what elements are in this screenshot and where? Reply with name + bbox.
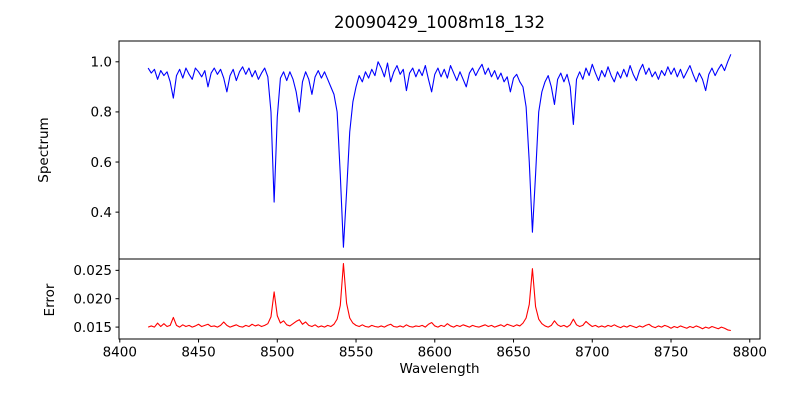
spectrum-line (147, 54, 732, 248)
error-line (147, 262, 731, 332)
chart-title: 20090429_1008m18_132 (333, 13, 546, 32)
spectrum-y-tick-label: 0.8 (91, 105, 112, 121)
spectrum-y-tick-label: 0.4 (91, 205, 112, 221)
error-panel: 0.015 0.020 0.025 (73, 258, 761, 340)
error-y-tick-label: 0.015 (73, 320, 112, 336)
x-axis-ticks: 8400 8450 8500 8550 8600 8650 8700 8750 8800 (103, 339, 767, 361)
x-tick-label: 8650 (496, 345, 530, 361)
x-tick-label: 8750 (654, 345, 688, 361)
spectrum-panel: 0.4 0.6 0.8 1.0 (91, 40, 761, 260)
x-tick-label: 8800 (733, 345, 767, 361)
x-tick-label: 8450 (181, 345, 215, 361)
error-y-tick-label: 0.020 (73, 292, 112, 308)
x-tick-label: 8700 (575, 345, 609, 361)
x-axis-label: Wavelength (399, 361, 480, 377)
x-tick-label: 8550 (339, 345, 373, 361)
x-tick-label: 8600 (418, 345, 452, 361)
spectrum-y-tick-label: 0.6 (91, 155, 112, 171)
error-axes-frame (118, 258, 761, 340)
spectrum-y-tick-label: 1.0 (91, 55, 112, 71)
error-y-tick-label: 0.025 (73, 263, 112, 279)
x-tick-label: 8400 (103, 345, 137, 361)
x-tick-label: 8500 (260, 345, 294, 361)
